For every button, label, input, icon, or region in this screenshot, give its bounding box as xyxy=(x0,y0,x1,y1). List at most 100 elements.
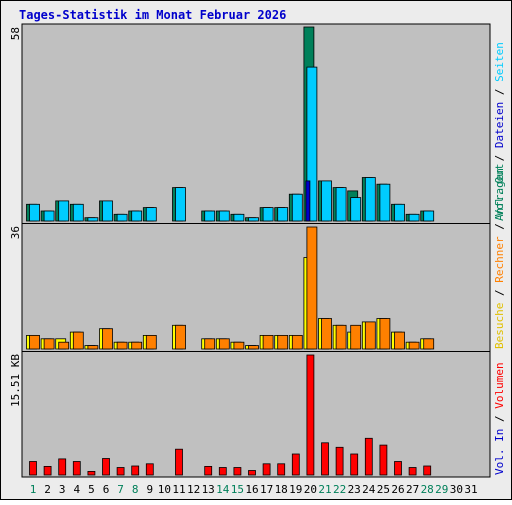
legend-separator: / xyxy=(493,283,506,303)
bar-middle-rechner-day-4 xyxy=(72,331,84,350)
x-tick-label-day-26: 26 xyxy=(391,483,404,496)
legend-item-seiten: Seiten xyxy=(493,42,506,82)
legend-item-vol-out: Vol. Out xyxy=(493,164,506,217)
bar-bottom-volumen-day-21 xyxy=(321,442,329,476)
bar-top-dateien-day-5 xyxy=(87,217,99,222)
x-tick-label-day-30: 30 xyxy=(450,483,463,496)
legend-item-rechner: Rechner xyxy=(493,236,506,283)
x-tick-label-day-8: 8 xyxy=(132,483,139,496)
x-tick-label-day-22: 22 xyxy=(333,483,346,496)
bar-bottom-volumen-day-13 xyxy=(204,465,213,476)
bar-middle-rechner-day-16 xyxy=(248,345,259,350)
bar-bottom-volumen-day-8 xyxy=(131,465,140,476)
bar-top-dateien-day-1 xyxy=(29,203,40,222)
bar-middle-rechner-day-14 xyxy=(218,338,230,350)
bar-middle-rechner-day-2 xyxy=(43,338,55,350)
bar-bottom-volumen-day-2 xyxy=(43,465,52,476)
bar-top-dateien-day-2 xyxy=(43,210,55,222)
bar-middle-rechner-day-19 xyxy=(291,334,303,350)
x-tick-label-day-10: 10 xyxy=(158,483,171,496)
bar-bottom-volumen-day-14 xyxy=(218,467,227,476)
x-tick-label-day-21: 21 xyxy=(318,483,331,496)
legend-item-vol-in: Vol. In xyxy=(493,429,506,475)
y-max-label-bottom: 15.51 KB xyxy=(9,354,22,407)
bar-middle-rechner-day-6 xyxy=(102,328,113,350)
bar-top-dateien-day-4 xyxy=(72,203,84,222)
bar-middle-rechner-day-15 xyxy=(233,341,245,350)
bar-bottom-volumen-day-26 xyxy=(394,461,402,476)
bar-top-dateien-day-19 xyxy=(291,193,303,222)
bar-middle-rechner-day-17 xyxy=(262,334,274,350)
bar-top-dateien-day-6 xyxy=(102,200,113,222)
x-tick-label-day-15: 15 xyxy=(231,483,244,496)
legend-middle: Besuche / Rechner / Vol. Out xyxy=(493,164,506,349)
x-tick-label-day-27: 27 xyxy=(406,483,419,496)
bar-top-dateien-day-26 xyxy=(394,203,405,222)
bar-bottom-volumen-day-17 xyxy=(262,463,271,476)
bar-bottom-volumen-day-24 xyxy=(364,437,373,476)
x-tick-label-day-28: 28 xyxy=(421,483,434,496)
bar-middle-rechner-day-7 xyxy=(116,341,128,350)
x-tick-label-day-7: 7 xyxy=(117,483,124,496)
bar-bottom-volumen-day-25 xyxy=(379,444,388,476)
bar-top-dateien-day-17 xyxy=(262,207,274,222)
x-tick-label-day-14: 14 xyxy=(216,483,230,496)
x-tick-label-day-6: 6 xyxy=(103,483,110,496)
x-tick-label-day-20: 20 xyxy=(304,483,317,496)
x-tick-label-day-18: 18 xyxy=(275,483,288,496)
x-tick-label-day-13: 13 xyxy=(202,483,215,496)
bar-bottom-volumen-day-5 xyxy=(87,470,96,476)
bar-top-dateien-day-8 xyxy=(131,210,143,222)
bar-middle-rechner-day-23 xyxy=(350,324,362,350)
legend-item-besuche: Besuche xyxy=(493,303,506,349)
chart-title: Tages-Statistik im Monat Februar 2026 xyxy=(19,8,286,22)
bar-middle-rechner-day-5 xyxy=(87,345,99,350)
bar-middle-rechner-day-27 xyxy=(408,341,420,350)
x-tick-label-day-23: 23 xyxy=(348,483,361,496)
bar-bottom-volumen-day-1 xyxy=(29,461,37,476)
bar-top-dateien-day-13 xyxy=(204,210,216,222)
bar-top-dateien-day-27 xyxy=(408,213,420,222)
bar-bottom-volumen-day-6 xyxy=(102,458,110,476)
x-tick-label-day-4: 4 xyxy=(73,483,80,496)
bar-top-dateien-day-9 xyxy=(145,207,157,222)
x-tick-label-day-5: 5 xyxy=(88,483,95,496)
x-axis-labels: 1 2 3 4 5 6 7 8 9 10 11 12 13 14 15 16 17 18 19 20 21 22 23 24 2… xyxy=(30,483,478,496)
x-tick-label-day-25: 25 xyxy=(377,483,390,496)
bar-bottom-volumen-day-19 xyxy=(291,453,300,476)
legend-top: Anfragen / Dateien / Seiten xyxy=(493,42,506,221)
bar-top-dateien-day-28 xyxy=(423,210,435,222)
legend-item-anfragen: Anfragen xyxy=(493,168,506,221)
bar-top-dateien-day-25 xyxy=(379,183,391,222)
bar-top-dateien-day-11 xyxy=(175,187,186,222)
bar-top-dateien-day-14 xyxy=(218,210,230,222)
y-max-label-middle: 36 xyxy=(9,226,22,239)
legend-separator: / xyxy=(493,217,506,237)
legend-item-volumen: Volumen xyxy=(493,362,506,408)
x-tick-label-day-29: 29 xyxy=(435,483,448,496)
bar-bottom-volumen-day-23 xyxy=(350,453,359,476)
bar-bottom-volumen-day-15 xyxy=(233,467,242,476)
bar-top-dateien-day-22 xyxy=(335,187,347,222)
bar-top-dateien-day-15 xyxy=(233,213,245,222)
bar-top-dateien-day-16 xyxy=(248,217,259,222)
bar-bottom-volumen-day-4 xyxy=(72,461,81,476)
x-tick-label-day-9: 9 xyxy=(146,483,153,496)
bar-bottom-volumen-day-27 xyxy=(408,467,417,476)
bar-middle-rechner-day-26 xyxy=(394,331,405,350)
legend-separator: / xyxy=(493,148,506,168)
bar-top-dateien-day-21 xyxy=(321,180,332,222)
bar-middle-rechner-day-20 xyxy=(306,226,318,350)
bar-middle-rechner-day-13 xyxy=(204,338,216,350)
x-tick-label-day-17: 17 xyxy=(260,483,273,496)
bar-middle-rechner-day-24 xyxy=(364,321,376,350)
bar-bottom-volumen-day-16 xyxy=(248,470,256,476)
legend-separator: / xyxy=(493,409,506,429)
bar-middle-rechner-day-3 xyxy=(58,341,70,350)
bar-bottom-volumen-day-3 xyxy=(58,458,67,476)
bar-top-dateien-day-3 xyxy=(58,200,70,222)
x-tick-label-day-31: 31 xyxy=(464,483,477,496)
